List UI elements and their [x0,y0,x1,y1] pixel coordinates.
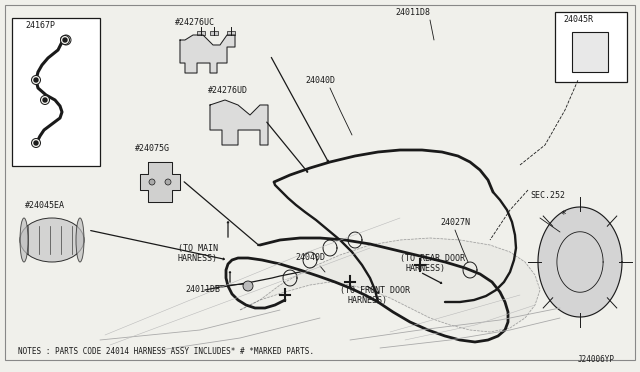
Polygon shape [538,207,622,317]
Text: 24027N: 24027N [440,218,470,227]
Circle shape [40,96,49,105]
Bar [197,31,205,35]
Bar [555,12,627,82]
Text: NOTES : PARTS CODE 24014 HARNESS ASSY INCLUDES* # *MARKED PARTS.: NOTES : PARTS CODE 24014 HARNESS ASSY IN… [18,347,314,356]
Ellipse shape [76,218,84,262]
Circle shape [61,35,71,45]
Circle shape [34,141,38,145]
Circle shape [61,35,70,45]
Text: SEC.252: SEC.252 [530,190,565,199]
Circle shape [149,179,155,185]
Circle shape [31,138,40,148]
Text: #24045EA: #24045EA [25,201,65,209]
Polygon shape [140,162,180,202]
Text: HARNESS): HARNESS) [178,253,218,263]
Text: HARNESS): HARNESS) [348,295,388,305]
Bar [572,32,608,72]
Text: #24276UD: #24276UD [208,86,248,94]
Text: 24011D8: 24011D8 [395,7,430,16]
Text: HARNESS): HARNESS) [406,263,446,273]
Text: #24276UC: #24276UC [175,17,215,26]
Text: #24075G: #24075G [135,144,170,153]
Polygon shape [240,238,540,332]
Text: (TO FRONT DOOR: (TO FRONT DOOR [340,285,410,295]
Polygon shape [180,35,235,73]
Text: *: * [560,210,566,220]
Text: 24045R: 24045R [563,15,593,23]
Circle shape [43,98,47,102]
Ellipse shape [20,218,28,262]
Circle shape [63,38,67,42]
Ellipse shape [20,218,84,262]
Text: 24040D: 24040D [295,253,325,263]
Text: 24040D: 24040D [305,76,335,84]
Text: (TO MAIN: (TO MAIN [178,244,218,253]
Bar [12,18,100,166]
Text: (TO REAR DOOR: (TO REAR DOOR [400,253,465,263]
Text: 24167P: 24167P [25,20,55,29]
Bar [210,31,218,35]
Circle shape [31,76,40,84]
Circle shape [34,78,38,82]
Text: J24006YP: J24006YP [578,356,615,365]
Circle shape [165,179,171,185]
Circle shape [243,281,253,291]
Text: 24011DB: 24011DB [185,285,220,295]
Polygon shape [210,100,268,145]
Bar [227,31,235,35]
